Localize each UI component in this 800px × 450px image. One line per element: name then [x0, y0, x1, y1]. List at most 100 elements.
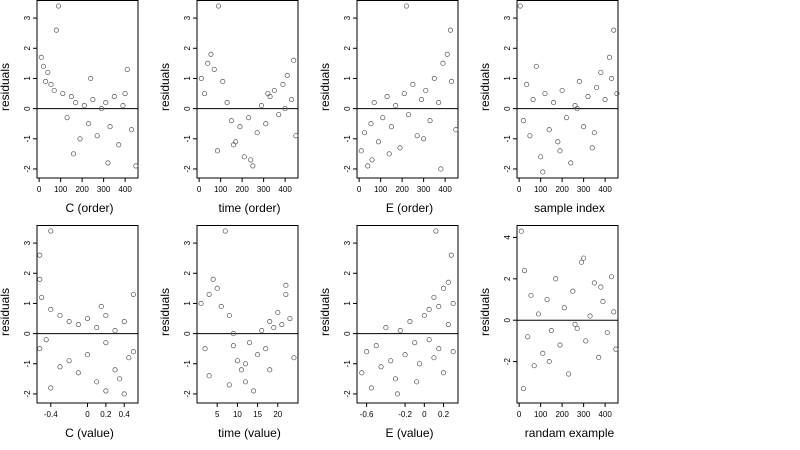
y-tick-label: 3: [23, 240, 32, 245]
residual-point: [410, 81, 416, 88]
x-tick-label: 300: [417, 185, 431, 194]
residual-point: [133, 163, 139, 169]
residual-point: [293, 133, 299, 139]
y-tick-label: -1: [503, 135, 512, 143]
residual-point: [43, 78, 49, 85]
residual-point: [438, 166, 444, 172]
residual-point: [365, 163, 371, 169]
residual-point: [126, 355, 132, 361]
residual-point: [393, 103, 399, 109]
residual-point: [112, 328, 118, 334]
x-tick-label: 0.2: [100, 410, 112, 419]
residual-point: [450, 300, 456, 306]
plot-frame: [516, 225, 619, 404]
residual-point: [384, 93, 390, 100]
residual-point: [287, 315, 293, 322]
residual-point: [397, 328, 403, 334]
residual-point: [414, 133, 420, 139]
x-tick-label: 200: [75, 185, 89, 194]
residual-point: [265, 90, 271, 97]
y-tick-label: 0: [23, 331, 32, 336]
residual-point: [548, 328, 554, 334]
residual-point: [361, 130, 368, 136]
residual-point: [388, 124, 394, 130]
residual-point: [84, 352, 91, 358]
x-axis-label: randam example: [525, 426, 615, 440]
residual-point: [258, 103, 265, 109]
residual-point: [448, 252, 454, 258]
residual-point: [90, 97, 96, 103]
residual-point: [520, 385, 526, 392]
residual-point: [373, 343, 379, 349]
residual-point: [572, 103, 578, 109]
residual-point: [533, 63, 539, 69]
y-tick-label: 3: [343, 15, 352, 20]
residual-point: [524, 81, 530, 88]
x-tick-label: 300: [97, 185, 111, 194]
residual-point: [282, 106, 288, 112]
residual-point: [433, 228, 439, 234]
y-axis-label: residuals: [318, 63, 332, 111]
residual-point: [613, 346, 619, 352]
residual-point: [283, 291, 289, 297]
plot-frame: [356, 0, 459, 179]
residual-point: [55, 3, 62, 9]
residual-point: [51, 87, 57, 94]
y-tick-label: 0: [343, 106, 352, 111]
plot-frame: [36, 225, 139, 404]
residual-point: [436, 303, 442, 310]
residual-point: [602, 97, 608, 103]
x-tick-label: 100: [214, 185, 228, 194]
x-tick-label: 0: [357, 185, 362, 194]
residual-point: [77, 136, 83, 142]
residual-point: [130, 349, 136, 355]
residual-point: [614, 90, 620, 97]
y-tick-label: 2: [503, 276, 512, 281]
residual-point: [540, 169, 546, 175]
residual-point: [215, 3, 222, 9]
residual-point: [263, 121, 269, 127]
y-tick-label: -1: [343, 360, 352, 368]
x-tick-label: 15: [253, 410, 262, 419]
residual-point: [566, 371, 572, 377]
residual-point: [576, 78, 582, 85]
residual-point: [364, 349, 370, 355]
y-tick-label: 3: [183, 240, 192, 245]
y-tick-label: 2: [23, 270, 32, 275]
y-tick-label: 2: [343, 45, 352, 50]
residual-point: [206, 291, 212, 297]
plot-frame: [36, 0, 139, 179]
residual-point: [40, 63, 46, 69]
residual-point: [241, 154, 247, 160]
residual-point: [289, 97, 295, 103]
residual-point: [68, 93, 74, 100]
x-tick-label: 400: [278, 185, 292, 194]
residual-point: [222, 228, 228, 234]
residual-point: [431, 75, 437, 81]
residual-point: [210, 276, 216, 282]
y-tick-label: 0: [343, 331, 352, 336]
y-tick-label: 0: [183, 331, 192, 336]
residual-point: [75, 322, 81, 328]
residual-point: [383, 325, 389, 331]
residual-point: [224, 100, 230, 106]
residual-point: [578, 259, 585, 265]
residual-point: [568, 160, 574, 166]
plot-frame: [356, 225, 459, 404]
residual-point: [88, 75, 94, 81]
x-tick-label: 0: [422, 410, 427, 419]
residual-point: [600, 299, 606, 305]
y-tick-label: 3: [23, 15, 32, 20]
residual-point: [441, 370, 447, 376]
residual-point: [557, 148, 563, 154]
y-axis-label: residuals: [158, 288, 172, 336]
y-tick-label: 0: [23, 106, 32, 111]
y-tick-label: 1: [343, 76, 352, 81]
residual-point: [124, 66, 130, 72]
residual-point: [98, 303, 104, 310]
x-tick-label: 10: [233, 410, 242, 419]
residual-point: [66, 318, 72, 325]
residual-point: [263, 346, 269, 352]
residual-point: [397, 145, 403, 151]
residual-point: [86, 121, 92, 127]
